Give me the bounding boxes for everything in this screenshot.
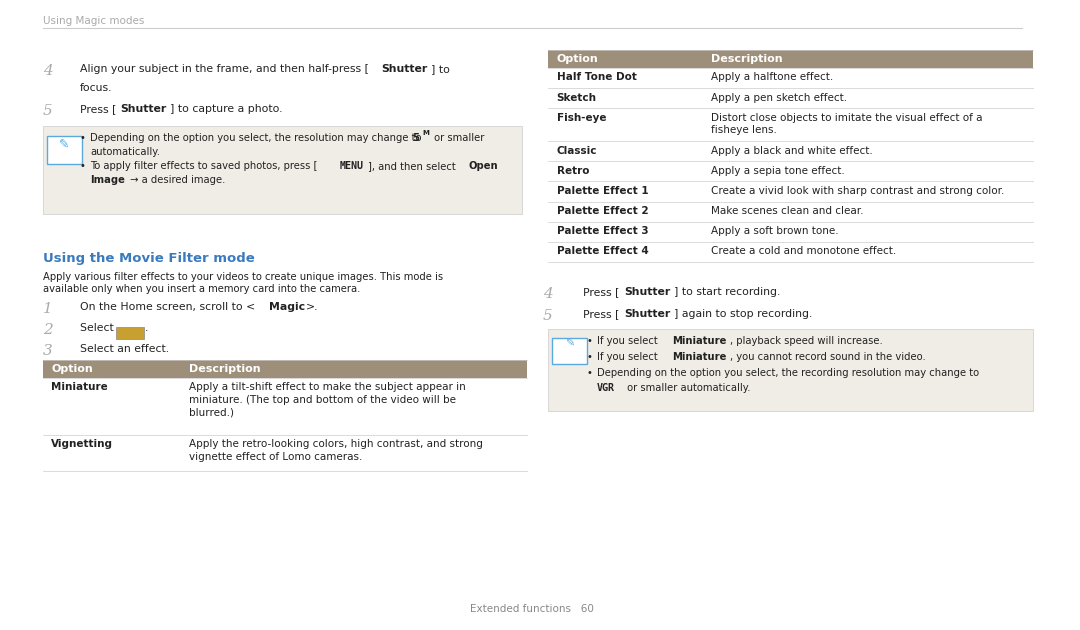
- Text: , you cannot record sound in the video.: , you cannot record sound in the video.: [730, 352, 926, 362]
- Text: ] to start recording.: ] to start recording.: [674, 287, 780, 297]
- Text: blurred.): blurred.): [189, 408, 234, 418]
- Text: 1: 1: [42, 302, 52, 316]
- Text: Apply a black and white effect.: Apply a black and white effect.: [711, 146, 873, 156]
- Text: •: •: [80, 133, 85, 143]
- Text: •: •: [586, 336, 593, 346]
- Text: 5: 5: [411, 133, 419, 143]
- Text: Description: Description: [189, 364, 261, 374]
- Text: automatically.: automatically.: [91, 147, 161, 157]
- Text: Shutter: Shutter: [381, 64, 428, 74]
- Text: ] again to stop recording.: ] again to stop recording.: [674, 309, 812, 319]
- Text: available only when you insert a memory card into the camera.: available only when you insert a memory …: [42, 284, 360, 294]
- Text: Sketch: Sketch: [556, 93, 597, 103]
- Text: Classic: Classic: [556, 146, 597, 156]
- Text: Palette Effect 3: Palette Effect 3: [556, 226, 648, 236]
- Text: Select an effect.: Select an effect.: [80, 344, 168, 354]
- Text: Magic: Magic: [269, 302, 306, 312]
- Text: ✎: ✎: [59, 137, 69, 151]
- Text: Distort close objects to imitate the visual effect of a: Distort close objects to imitate the vis…: [711, 113, 983, 123]
- Text: Miniature: Miniature: [51, 382, 108, 392]
- Text: Option: Option: [51, 364, 93, 374]
- Text: or smaller automatically.: or smaller automatically.: [624, 383, 751, 393]
- Text: Using the Movie Filter mode: Using the Movie Filter mode: [42, 252, 254, 265]
- Text: On the Home screen, scroll to <: On the Home screen, scroll to <: [80, 302, 255, 312]
- Text: Apply various filter effects to your videos to create unique images. This mode i: Apply various filter effects to your vid…: [42, 272, 443, 282]
- Text: Miniature: Miniature: [672, 336, 726, 346]
- Text: Using Magic modes: Using Magic modes: [42, 16, 144, 26]
- Text: 2: 2: [42, 323, 52, 337]
- Text: •: •: [586, 368, 593, 378]
- FancyBboxPatch shape: [116, 327, 144, 339]
- Text: 3: 3: [42, 344, 52, 358]
- FancyBboxPatch shape: [549, 329, 1032, 411]
- Text: Fish-eye: Fish-eye: [556, 113, 606, 123]
- FancyBboxPatch shape: [42, 126, 522, 214]
- Text: Miniature: Miniature: [672, 352, 726, 362]
- Text: Shutter: Shutter: [624, 309, 670, 319]
- Text: vignette effect of Lomo cameras.: vignette effect of Lomo cameras.: [189, 452, 363, 462]
- Text: 5: 5: [543, 309, 553, 323]
- Text: ] to: ] to: [431, 64, 450, 74]
- Text: Vignetting: Vignetting: [51, 439, 113, 449]
- Text: Press [: Press [: [583, 309, 620, 319]
- Text: Apply a halftone effect.: Apply a halftone effect.: [711, 72, 834, 83]
- Text: >.: >.: [306, 302, 318, 312]
- Text: ], and then select: ], and then select: [368, 161, 459, 171]
- Text: Select: Select: [80, 323, 117, 333]
- Text: Open: Open: [469, 161, 498, 171]
- Text: Depending on the option you select, the recording resolution may change to: Depending on the option you select, the …: [597, 368, 980, 378]
- Text: Apply a pen sketch effect.: Apply a pen sketch effect.: [711, 93, 847, 103]
- Text: → a desired image.: → a desired image.: [126, 175, 225, 185]
- Text: Image: Image: [91, 175, 125, 185]
- Text: If you select: If you select: [597, 336, 661, 346]
- Text: Palette Effect 2: Palette Effect 2: [556, 206, 648, 216]
- Text: Shutter: Shutter: [120, 104, 166, 114]
- Text: Extended functions   60: Extended functions 60: [470, 604, 594, 614]
- FancyBboxPatch shape: [42, 360, 527, 378]
- Text: Create a cold and monotone effect.: Create a cold and monotone effect.: [711, 246, 896, 256]
- Text: Press [: Press [: [583, 287, 620, 297]
- Text: Apply a soft brown tone.: Apply a soft brown tone.: [711, 226, 839, 236]
- Text: To apply filter effects to saved photos, press [: To apply filter effects to saved photos,…: [91, 161, 318, 171]
- Text: Create a vivid look with sharp contrast and strong color.: Create a vivid look with sharp contrast …: [711, 186, 1004, 196]
- Text: fisheye lens.: fisheye lens.: [711, 125, 777, 135]
- Text: or smaller: or smaller: [431, 133, 485, 143]
- FancyBboxPatch shape: [46, 136, 82, 164]
- Text: 5: 5: [42, 104, 52, 118]
- Text: miniature. (The top and bottom of the video will be: miniature. (The top and bottom of the vi…: [189, 395, 457, 405]
- FancyBboxPatch shape: [553, 338, 586, 364]
- Text: focus.: focus.: [80, 83, 112, 93]
- Text: Palette Effect 1: Palette Effect 1: [556, 186, 648, 196]
- Text: Align your subject in the frame, and then half-press [: Align your subject in the frame, and the…: [80, 64, 368, 74]
- Text: Half Tone Dot: Half Tone Dot: [556, 72, 636, 83]
- Text: Palette Effect 4: Palette Effect 4: [556, 246, 648, 256]
- Text: Shutter: Shutter: [624, 287, 670, 297]
- Text: •: •: [80, 161, 85, 171]
- Text: Option: Option: [556, 54, 598, 64]
- Text: 4: 4: [42, 64, 52, 78]
- Text: , playback speed will increase.: , playback speed will increase.: [730, 336, 883, 346]
- Text: Apply a tilt-shift effect to make the subject appear in: Apply a tilt-shift effect to make the su…: [189, 382, 467, 392]
- Text: MENU: MENU: [339, 161, 364, 171]
- Text: ] to capture a photo.: ] to capture a photo.: [171, 104, 283, 114]
- Text: Apply a sepia tone effect.: Apply a sepia tone effect.: [711, 166, 845, 176]
- Text: 4: 4: [543, 287, 553, 301]
- Text: •: •: [586, 352, 593, 362]
- Text: Press [: Press [: [80, 104, 117, 114]
- Text: Retro: Retro: [556, 166, 590, 176]
- Text: Depending on the option you select, the resolution may change to: Depending on the option you select, the …: [91, 133, 426, 143]
- Text: Make scenes clean and clear.: Make scenes clean and clear.: [711, 206, 864, 216]
- Text: Apply the retro-looking colors, high contrast, and strong: Apply the retro-looking colors, high con…: [189, 439, 484, 449]
- Text: .: .: [145, 323, 148, 333]
- Text: ✎: ✎: [565, 339, 575, 349]
- Text: M: M: [422, 130, 430, 137]
- FancyBboxPatch shape: [549, 50, 1032, 68]
- Text: Description: Description: [711, 54, 783, 64]
- Text: VGR: VGR: [597, 383, 616, 393]
- Text: If you select: If you select: [597, 352, 661, 362]
